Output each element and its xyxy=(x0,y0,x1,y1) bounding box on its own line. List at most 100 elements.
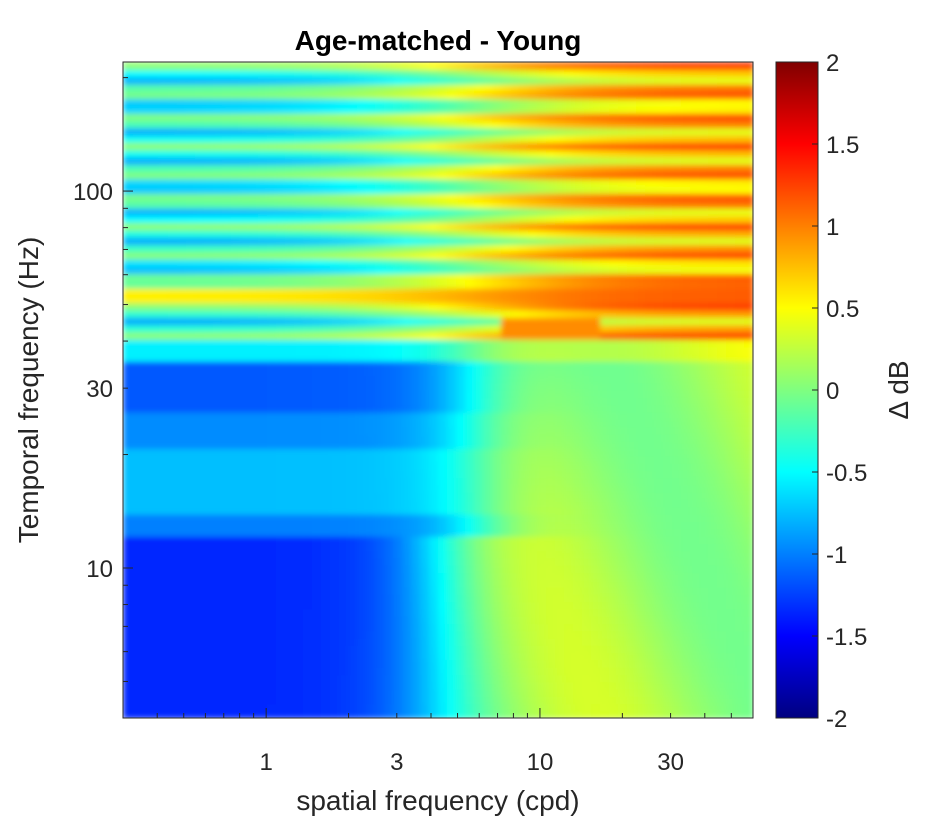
heatmap-cell xyxy=(456,535,466,544)
heatmap-cell xyxy=(294,586,304,595)
heatmap-cell xyxy=(456,586,466,595)
heatmap-cell xyxy=(690,404,700,413)
heatmap-cell xyxy=(519,338,529,348)
heatmap-cell xyxy=(276,521,286,530)
heatmap-cell xyxy=(222,666,232,676)
heatmap-cell xyxy=(627,637,637,646)
heatmap-cell xyxy=(546,368,556,377)
heatmap-cell xyxy=(474,258,484,267)
heatmap-cell xyxy=(438,448,448,457)
heatmap-cell xyxy=(501,382,511,391)
heatmap-cell xyxy=(276,543,286,552)
heatmap-cell xyxy=(150,579,160,588)
heatmap-cell xyxy=(717,295,727,304)
heatmap-cell xyxy=(456,455,466,464)
heatmap-cell xyxy=(546,710,556,718)
heatmap-cell xyxy=(582,346,592,355)
heatmap-cell xyxy=(294,280,304,289)
heatmap-cell xyxy=(411,375,421,384)
heatmap-cell xyxy=(393,426,403,435)
heatmap-cell xyxy=(546,375,556,384)
heatmap-cell xyxy=(690,601,700,610)
heatmap-cell xyxy=(195,550,205,559)
heatmap-cell xyxy=(366,681,376,690)
heatmap-cell xyxy=(366,506,376,515)
heatmap-cell xyxy=(177,688,187,697)
heatmap-cell xyxy=(546,346,556,355)
heatmap-cell xyxy=(330,674,340,683)
heatmap-cell xyxy=(465,390,475,399)
heatmap-cell xyxy=(618,287,628,297)
heatmap-cell xyxy=(249,441,259,450)
heatmap-cell xyxy=(699,615,709,625)
heatmap-cell xyxy=(303,397,313,406)
heatmap-cell xyxy=(123,215,133,224)
heatmap-cell xyxy=(519,324,529,333)
heatmap-cell xyxy=(429,681,439,690)
heatmap-cell xyxy=(366,324,376,333)
heatmap-cell xyxy=(393,492,403,501)
heatmap-cell xyxy=(312,637,322,646)
heatmap-cell xyxy=(465,317,475,326)
heatmap-cell xyxy=(168,513,178,522)
heatmap-cell xyxy=(663,287,673,297)
heatmap-cell xyxy=(231,302,241,311)
heatmap-cell xyxy=(312,390,322,399)
heatmap-cell xyxy=(465,630,475,639)
heatmap-cell xyxy=(582,433,592,442)
heatmap-cell xyxy=(474,390,484,399)
heatmap-cell xyxy=(267,360,277,369)
heatmap-cell xyxy=(177,317,187,326)
heatmap-cell xyxy=(366,535,376,544)
heatmap-cell xyxy=(627,324,637,333)
heatmap-cell xyxy=(276,448,286,457)
heatmap-cell xyxy=(735,404,745,413)
heatmap-cell xyxy=(294,426,304,435)
heatmap-cell xyxy=(555,506,565,515)
heatmap-cell xyxy=(366,564,376,574)
heatmap-cell xyxy=(744,258,753,267)
heatmap-cell xyxy=(645,353,655,362)
heatmap-cell xyxy=(132,455,142,464)
heatmap-cell xyxy=(402,601,412,610)
heatmap-cell xyxy=(267,703,277,712)
heatmap-cell xyxy=(690,615,700,625)
heatmap-cell xyxy=(411,492,421,501)
heatmap-cell xyxy=(393,696,403,705)
heatmap-cell xyxy=(204,528,214,537)
heatmap-cell xyxy=(555,222,565,231)
heatmap-cell xyxy=(276,368,286,377)
heatmap-cell xyxy=(573,280,583,289)
heatmap-cell xyxy=(699,462,709,471)
heatmap-cell xyxy=(492,630,502,639)
heatmap-cell xyxy=(726,652,736,661)
heatmap-cell xyxy=(132,630,142,639)
heatmap-cell xyxy=(744,382,753,391)
heatmap-cell xyxy=(411,659,421,668)
heatmap-cell xyxy=(141,666,151,676)
heatmap-cell xyxy=(303,586,313,595)
heatmap-cell xyxy=(537,309,547,318)
heatmap-cell xyxy=(726,703,736,712)
heatmap-cell xyxy=(411,404,421,413)
heatmap-cell xyxy=(456,688,466,697)
heatmap-cell xyxy=(537,696,547,705)
heatmap-cell xyxy=(510,572,520,581)
heatmap-cell xyxy=(141,426,151,435)
heatmap-cell xyxy=(411,703,421,712)
heatmap-cell xyxy=(357,236,367,246)
heatmap-cell xyxy=(159,608,169,617)
heatmap-cell xyxy=(240,273,250,282)
heatmap-cell xyxy=(303,229,313,238)
heatmap-cell xyxy=(474,404,484,413)
heatmap-cell xyxy=(492,608,502,617)
heatmap-cell xyxy=(717,280,727,289)
heatmap-cell xyxy=(474,521,484,530)
heatmap-cell xyxy=(681,521,691,530)
heatmap-cell xyxy=(240,506,250,515)
heatmap-cell xyxy=(546,528,556,537)
heatmap-cell xyxy=(339,302,349,311)
heatmap-cell xyxy=(339,441,349,450)
heatmap-cell xyxy=(150,215,160,224)
heatmap-cell xyxy=(483,535,493,544)
